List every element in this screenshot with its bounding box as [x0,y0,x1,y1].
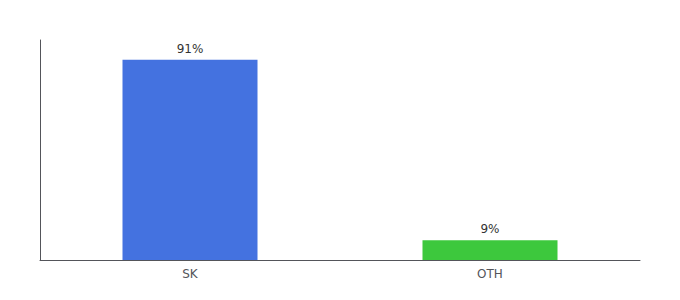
svg-text:9%: 9% [480,222,499,236]
svg-text:OTH: OTH [477,267,503,281]
svg-text:91%: 91% [177,42,204,56]
svg-text:SK: SK [182,267,199,281]
